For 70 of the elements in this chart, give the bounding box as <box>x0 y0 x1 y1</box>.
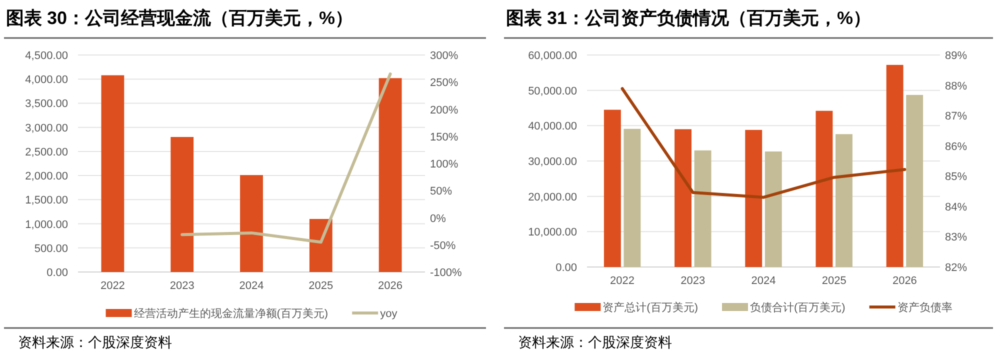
y-tick-label: 4,500.00 <box>25 50 68 62</box>
bar <box>378 78 402 272</box>
y-tick-label: 40,000.00 <box>528 120 577 133</box>
y-tick-label: 60,000.00 <box>528 50 577 62</box>
x-tick-label: 2023 <box>680 275 706 287</box>
y2-tick-label: 200% <box>430 104 458 116</box>
text: 资料来源：个股深度资料 <box>18 334 172 350</box>
x-tick-label: 2026 <box>378 280 403 292</box>
y2-tick-label: 250% <box>430 77 458 90</box>
y2-tick-label: 0% <box>430 212 446 225</box>
y-tick-label: 2,500.00 <box>25 146 68 158</box>
x-tick-label: 2026 <box>892 275 917 287</box>
x-tick-label: 2025 <box>822 275 846 287</box>
bar <box>906 94 924 267</box>
line-series <box>180 72 392 244</box>
y-tick-label: 0.00 <box>46 267 68 279</box>
bar <box>240 175 263 272</box>
chart-title: 图表 31：公司资产负债情况（百万美元，%） <box>506 8 872 28</box>
y2-tick-label: -100% <box>430 267 462 279</box>
bar <box>836 134 852 267</box>
x-tick-label: 2023 <box>170 280 194 292</box>
y-tick-label: 2,000.00 <box>25 170 68 183</box>
bar <box>309 218 332 272</box>
y2-tick-label: 83% <box>945 232 968 244</box>
y-tick-label: 1,500.00 <box>25 194 68 207</box>
y-tick-label: 3,500.00 <box>25 98 68 110</box>
y2-tick-label: 88% <box>945 80 968 92</box>
x-tick-label: 2022 <box>100 280 125 292</box>
y-tick-label: 0.00 <box>556 262 577 274</box>
legend-label: 经营活动产生的现金流量净额(百万美元) <box>134 307 328 320</box>
y2-tick-label: 82% <box>945 262 968 274</box>
y2-tick-label: 89% <box>945 50 968 62</box>
y-tick-label: 50,000.00 <box>528 85 577 98</box>
y2-tick-label: 150% <box>430 131 458 144</box>
y2-tick-label: 84% <box>945 201 968 214</box>
bar <box>886 64 904 267</box>
text: 资料来源：个股深度资料 <box>518 334 672 350</box>
y2-tick-label: 100% <box>430 158 458 170</box>
bar <box>745 130 762 267</box>
x-tick-label: 2024 <box>751 275 776 287</box>
legend-label: 资产总计(百万美元) <box>602 301 698 314</box>
bar <box>101 75 124 272</box>
y-tick-label: 3,000.00 <box>25 122 68 134</box>
x-tick-label: 2024 <box>239 280 264 292</box>
y2-tick-label: 300% <box>430 50 458 62</box>
y2-tick-label: 86% <box>945 140 968 153</box>
y-tick-label: 20,000.00 <box>528 191 577 204</box>
legend-label: 资产负债率 <box>897 301 952 314</box>
bar <box>694 150 712 267</box>
x-tick-label: 2025 <box>308 280 334 292</box>
bar <box>624 128 641 267</box>
chart-title: 图表 30：公司经营现金流（百万美元，%） <box>6 8 354 28</box>
x-tick-label: 2022 <box>610 275 635 287</box>
bar <box>764 151 782 267</box>
y-tick-label: 1,000.00 <box>25 218 68 231</box>
y-tick-label: 10,000.00 <box>528 226 577 239</box>
y2-tick-label: 87% <box>945 110 968 123</box>
y-tick-label: 500.00 <box>34 242 68 255</box>
y2-tick-label: 85% <box>945 171 968 184</box>
bar <box>816 110 833 267</box>
y-tick-label: 4,000.00 <box>25 74 68 86</box>
y2-tick-label: -50% <box>430 240 456 252</box>
bar <box>604 110 621 267</box>
y-tick-label: 30,000.00 <box>528 156 577 168</box>
bar <box>674 129 692 267</box>
y2-tick-label: 50% <box>430 186 452 198</box>
bar <box>170 136 194 272</box>
legend-label: 负债合计(百万美元) <box>750 301 846 314</box>
legend-label: yoy <box>380 308 398 320</box>
line-series <box>620 87 906 199</box>
